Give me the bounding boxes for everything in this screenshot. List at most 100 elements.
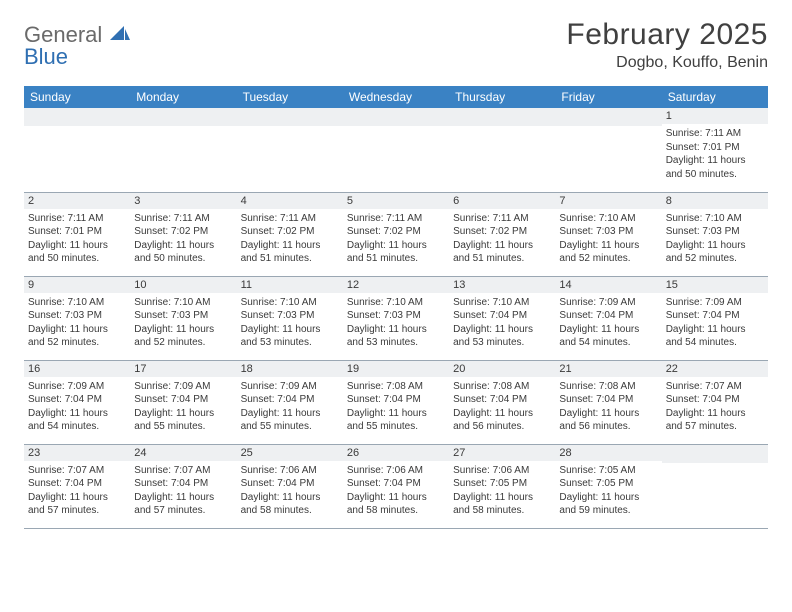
header: General Blue February 2025 Dogbo, Kouffo… <box>24 18 768 72</box>
day-number: 7 <box>555 193 661 209</box>
daylight-line: Daylight: 11 hours and 55 minutes. <box>347 407 445 434</box>
daylight-line: Daylight: 11 hours and 53 minutes. <box>241 323 339 350</box>
day-cell: 13Sunrise: 7:10 AMSunset: 7:04 PMDayligh… <box>449 276 555 360</box>
logo-sail-icon <box>110 22 130 47</box>
day-number: 15 <box>662 277 768 293</box>
day-number: 18 <box>237 361 343 377</box>
day-number: 27 <box>449 445 555 461</box>
sunset-line: Sunset: 7:04 PM <box>134 477 232 491</box>
day-cell: 8Sunrise: 7:10 AMSunset: 7:03 PMDaylight… <box>662 192 768 276</box>
daylight-line: Daylight: 11 hours and 58 minutes. <box>347 491 445 518</box>
day-cell: 28Sunrise: 7:05 AMSunset: 7:05 PMDayligh… <box>555 444 661 528</box>
sunset-line: Sunset: 7:04 PM <box>241 393 339 407</box>
day-num-empty <box>555 108 661 126</box>
daylight-line: Daylight: 11 hours and 52 minutes. <box>559 239 657 266</box>
day-body: Sunrise: 7:09 AMSunset: 7:04 PMDaylight:… <box>237 377 343 438</box>
sunrise-line: Sunrise: 7:10 AM <box>453 296 551 310</box>
sunrise-line: Sunrise: 7:11 AM <box>28 212 126 226</box>
day-cell <box>555 108 661 192</box>
day-cell <box>24 108 130 192</box>
sunset-line: Sunset: 7:04 PM <box>347 393 445 407</box>
day-cell <box>343 108 449 192</box>
sunset-line: Sunset: 7:03 PM <box>134 309 232 323</box>
dayhdr-fri: Friday <box>555 86 661 108</box>
day-body: Sunrise: 7:08 AMSunset: 7:04 PMDaylight:… <box>449 377 555 438</box>
day-number: 4 <box>237 193 343 209</box>
dayhdr-sat: Saturday <box>662 86 768 108</box>
sunset-line: Sunset: 7:03 PM <box>559 225 657 239</box>
day-body: Sunrise: 7:08 AMSunset: 7:04 PMDaylight:… <box>555 377 661 438</box>
sunrise-line: Sunrise: 7:09 AM <box>666 296 764 310</box>
day-cell: 12Sunrise: 7:10 AMSunset: 7:03 PMDayligh… <box>343 276 449 360</box>
day-num-empty <box>343 108 449 126</box>
day-number: 6 <box>449 193 555 209</box>
day-num-empty <box>24 108 130 126</box>
day-cell: 22Sunrise: 7:07 AMSunset: 7:04 PMDayligh… <box>662 360 768 444</box>
week-row: 2Sunrise: 7:11 AMSunset: 7:01 PMDaylight… <box>24 192 768 276</box>
day-cell: 14Sunrise: 7:09 AMSunset: 7:04 PMDayligh… <box>555 276 661 360</box>
daylight-line: Daylight: 11 hours and 50 minutes. <box>28 239 126 266</box>
day-cell: 17Sunrise: 7:09 AMSunset: 7:04 PMDayligh… <box>130 360 236 444</box>
day-number: 16 <box>24 361 130 377</box>
sunset-line: Sunset: 7:02 PM <box>453 225 551 239</box>
day-cell: 5Sunrise: 7:11 AMSunset: 7:02 PMDaylight… <box>343 192 449 276</box>
day-body: Sunrise: 7:11 AMSunset: 7:02 PMDaylight:… <box>130 209 236 270</box>
sunset-line: Sunset: 7:02 PM <box>241 225 339 239</box>
day-cell: 2Sunrise: 7:11 AMSunset: 7:01 PMDaylight… <box>24 192 130 276</box>
daylight-line: Daylight: 11 hours and 54 minutes. <box>559 323 657 350</box>
sunset-line: Sunset: 7:04 PM <box>28 477 126 491</box>
day-body: Sunrise: 7:08 AMSunset: 7:04 PMDaylight:… <box>343 377 449 438</box>
sunrise-line: Sunrise: 7:06 AM <box>241 464 339 478</box>
day-cell <box>130 108 236 192</box>
day-cell: 23Sunrise: 7:07 AMSunset: 7:04 PMDayligh… <box>24 444 130 528</box>
day-cell <box>237 108 343 192</box>
day-number: 28 <box>555 445 661 461</box>
day-cell: 1Sunrise: 7:11 AMSunset: 7:01 PMDaylight… <box>662 108 768 192</box>
daylight-line: Daylight: 11 hours and 58 minutes. <box>241 491 339 518</box>
day-number: 19 <box>343 361 449 377</box>
location: Dogbo, Kouffo, Benin <box>566 54 768 72</box>
sunset-line: Sunset: 7:03 PM <box>347 309 445 323</box>
sunrise-line: Sunrise: 7:10 AM <box>28 296 126 310</box>
day-cell: 24Sunrise: 7:07 AMSunset: 7:04 PMDayligh… <box>130 444 236 528</box>
sunrise-line: Sunrise: 7:06 AM <box>453 464 551 478</box>
sunrise-line: Sunrise: 7:11 AM <box>134 212 232 226</box>
day-cell: 9Sunrise: 7:10 AMSunset: 7:03 PMDaylight… <box>24 276 130 360</box>
week-row: 1Sunrise: 7:11 AMSunset: 7:01 PMDaylight… <box>24 108 768 192</box>
daylight-line: Daylight: 11 hours and 53 minutes. <box>347 323 445 350</box>
sunset-line: Sunset: 7:04 PM <box>347 477 445 491</box>
daylight-line: Daylight: 11 hours and 52 minutes. <box>28 323 126 350</box>
day-cell: 7Sunrise: 7:10 AMSunset: 7:03 PMDaylight… <box>555 192 661 276</box>
day-body: Sunrise: 7:10 AMSunset: 7:04 PMDaylight:… <box>449 293 555 354</box>
day-number: 14 <box>555 277 661 293</box>
sunset-line: Sunset: 7:04 PM <box>28 393 126 407</box>
day-cell: 4Sunrise: 7:11 AMSunset: 7:02 PMDaylight… <box>237 192 343 276</box>
day-number: 23 <box>24 445 130 461</box>
sunset-line: Sunset: 7:04 PM <box>241 477 339 491</box>
daylight-line: Daylight: 11 hours and 57 minutes. <box>134 491 232 518</box>
day-body: Sunrise: 7:10 AMSunset: 7:03 PMDaylight:… <box>662 209 768 270</box>
daylight-line: Daylight: 11 hours and 52 minutes. <box>134 323 232 350</box>
day-number: 22 <box>662 361 768 377</box>
sunrise-line: Sunrise: 7:07 AM <box>28 464 126 478</box>
day-body: Sunrise: 7:07 AMSunset: 7:04 PMDaylight:… <box>130 461 236 522</box>
day-body: Sunrise: 7:11 AMSunset: 7:01 PMDaylight:… <box>662 124 768 185</box>
sunset-line: Sunset: 7:01 PM <box>666 141 764 155</box>
page: General Blue February 2025 Dogbo, Kouffo… <box>0 0 792 529</box>
sunset-line: Sunset: 7:05 PM <box>453 477 551 491</box>
day-body: Sunrise: 7:09 AMSunset: 7:04 PMDaylight:… <box>555 293 661 354</box>
sunrise-line: Sunrise: 7:10 AM <box>241 296 339 310</box>
sunset-line: Sunset: 7:03 PM <box>666 225 764 239</box>
day-body: Sunrise: 7:11 AMSunset: 7:02 PMDaylight:… <box>343 209 449 270</box>
sunset-line: Sunset: 7:01 PM <box>28 225 126 239</box>
day-number: 13 <box>449 277 555 293</box>
day-number: 10 <box>130 277 236 293</box>
title-block: February 2025 Dogbo, Kouffo, Benin <box>566 18 768 72</box>
sunset-line: Sunset: 7:04 PM <box>134 393 232 407</box>
day-num-empty <box>237 108 343 126</box>
sunrise-line: Sunrise: 7:08 AM <box>347 380 445 394</box>
sunset-line: Sunset: 7:04 PM <box>559 393 657 407</box>
dayhdr-mon: Monday <box>130 86 236 108</box>
day-number: 11 <box>237 277 343 293</box>
daylight-line: Daylight: 11 hours and 58 minutes. <box>453 491 551 518</box>
